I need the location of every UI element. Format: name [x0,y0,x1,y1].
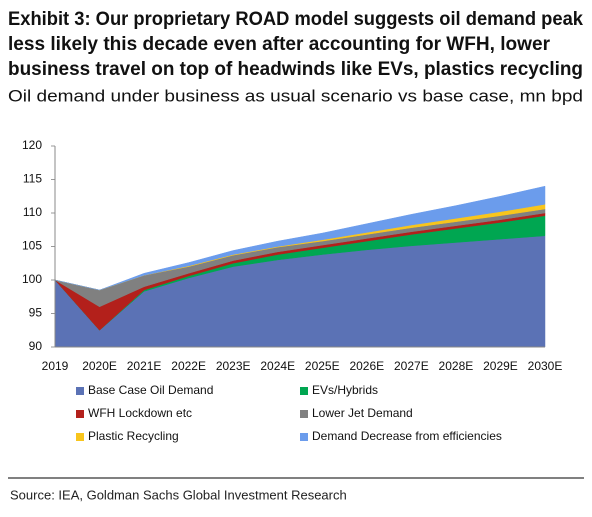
legend-swatch [76,410,84,418]
legend-swatch [300,433,308,441]
x-tick-label: 2024E [260,359,295,373]
y-tick-label: 100 [22,272,42,286]
y-tick-label: 95 [29,306,43,320]
y-tick-label: 115 [23,172,42,186]
x-tick-label: 2027E [394,359,429,373]
legend-swatch [76,433,84,441]
source: Source: IEA, Goldman Sachs Global Invest… [10,487,347,502]
x-tick-label: 2025E [305,359,340,373]
x-tick-label: 2028E [439,359,474,373]
legend-swatch [300,410,308,418]
legend-label: EVs/Hybrids [312,383,378,397]
chart-title: business travel on top of headwinds like… [8,59,583,80]
legend-label: Lower Jet Demand [312,406,413,420]
y-tick-label: 105 [22,239,42,253]
legend-label: WFH Lockdown etc [88,406,192,420]
chart-subtitle: Oil demand under business as usual scena… [8,86,583,105]
legend-swatch [76,387,84,395]
area [54,185,546,291]
x-tick-label: 2029E [483,359,518,373]
x-tick-label: 2021E [127,359,162,373]
x-tick-label: 2022E [171,359,206,373]
legend-label: Plastic Recycling [88,429,179,443]
legend-label: Base Case Oil Demand [88,383,213,397]
y-tick-label: 110 [23,205,42,219]
x-tick-label: 2023E [216,359,251,373]
x-tick-label: 2019 [42,359,69,373]
chart-title: less likely this decade even after accou… [8,34,551,55]
chart-title: Exhibit 3: Our proprietary ROAD model su… [8,9,583,30]
y-tick-label: 120 [22,138,42,152]
legend-label: Demand Decrease from efficiencies [312,429,502,443]
legend-swatch [300,387,308,395]
y-tick-label: 90 [29,339,43,353]
x-tick-label: 2020E [82,359,117,373]
x-tick-label: 2026E [349,359,384,373]
x-tick-label: 2030E [528,359,563,373]
